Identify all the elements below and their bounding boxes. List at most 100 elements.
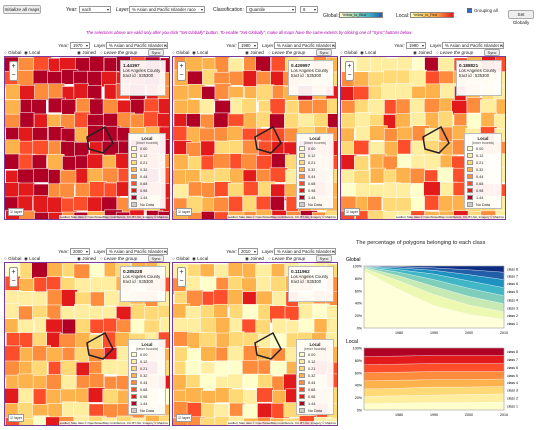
zoom-out-icon[interactable]: − bbox=[179, 278, 184, 285]
tract-polygon[interactable] bbox=[425, 83, 443, 101]
leave-group-radio[interactable]: ○ Leave the group bbox=[436, 50, 474, 55]
tract-polygon[interactable] bbox=[19, 111, 35, 129]
tract-polygon[interactable] bbox=[495, 98, 505, 115]
tract-polygon[interactable] bbox=[270, 57, 286, 72]
tract-polygon[interactable] bbox=[214, 83, 232, 100]
tract-polygon[interactable] bbox=[395, 197, 412, 212]
panel-layer-select[interactable]: % Asian and Pacific Islander race bbox=[106, 248, 168, 255]
tract-polygon[interactable] bbox=[5, 303, 20, 319]
tract-polygon[interactable] bbox=[227, 373, 243, 389]
tract-polygon[interactable] bbox=[228, 196, 245, 213]
zoom-in-icon[interactable]: + bbox=[179, 269, 184, 276]
tract-polygon[interactable] bbox=[311, 99, 328, 116]
zoom-out-icon[interactable]: − bbox=[11, 72, 16, 79]
tract-polygon[interactable] bbox=[269, 167, 288, 183]
tract-polygon[interactable] bbox=[130, 99, 146, 115]
tract-polygon[interactable] bbox=[173, 125, 190, 143]
tract-polygon[interactable] bbox=[102, 167, 119, 184]
leave-group-radio[interactable]: ○ Leave the group bbox=[268, 256, 306, 261]
tract-polygon[interactable] bbox=[242, 263, 258, 280]
grouping-all-checkbox[interactable] bbox=[467, 8, 472, 13]
panel-layer-select[interactable]: % Asian and Pacific Islander race bbox=[106, 42, 168, 49]
tract-polygon[interactable] bbox=[269, 98, 286, 116]
tract-polygon[interactable] bbox=[199, 99, 215, 114]
global-radio[interactable]: ○ Global bbox=[172, 50, 190, 55]
tract-polygon[interactable] bbox=[87, 85, 102, 101]
local-radio[interactable]: ◉ Local bbox=[360, 50, 377, 55]
tract-polygon[interactable] bbox=[19, 418, 34, 425]
layer-select[interactable]: % Asian and Pacific Islander race bbox=[129, 6, 205, 13]
tract-polygon[interactable] bbox=[187, 212, 203, 219]
zoom-in-icon[interactable]: + bbox=[347, 63, 352, 70]
tract-polygon[interactable] bbox=[200, 417, 219, 425]
layer-toggle[interactable]: ☑ layer bbox=[176, 208, 192, 216]
layer-toggle[interactable]: ☑ layer bbox=[8, 208, 24, 216]
tract-polygon[interactable] bbox=[453, 210, 469, 219]
tract-polygon[interactable] bbox=[396, 182, 411, 200]
panel-year-select[interactable]: 2010 bbox=[238, 248, 258, 255]
sync-button[interactable]: Sync bbox=[316, 49, 332, 56]
tract-polygon[interactable] bbox=[243, 373, 261, 389]
tract-polygon[interactable] bbox=[397, 57, 415, 72]
tract-polygon[interactable] bbox=[19, 140, 34, 156]
tract-polygon[interactable] bbox=[74, 304, 92, 320]
tract-polygon[interactable] bbox=[341, 127, 355, 143]
local-ramp-select[interactable]: Yellow_to_Red bbox=[410, 12, 454, 18]
tract-polygon[interactable] bbox=[242, 360, 260, 377]
tract-polygon[interactable] bbox=[32, 195, 49, 214]
tract-polygon[interactable] bbox=[45, 416, 63, 425]
tract-polygon[interactable] bbox=[381, 83, 398, 101]
local-radio[interactable]: ◉ Local bbox=[192, 50, 209, 55]
tract-polygon[interactable] bbox=[103, 290, 120, 307]
sync-button[interactable]: Sync bbox=[148, 49, 164, 56]
tract-polygon[interactable] bbox=[61, 99, 77, 115]
tract-polygon[interactable] bbox=[173, 317, 190, 334]
tract-polygon[interactable] bbox=[173, 331, 189, 347]
tract-polygon[interactable] bbox=[33, 388, 48, 407]
tract-polygon[interactable] bbox=[213, 303, 228, 319]
choropleth-map[interactable]: + − 0.188821 Los Angeles County tract id … bbox=[340, 56, 506, 220]
tract-polygon[interactable] bbox=[34, 83, 49, 101]
tract-polygon[interactable] bbox=[242, 404, 259, 421]
tract-polygon[interactable] bbox=[60, 360, 79, 377]
local-radio[interactable]: ◉ Local bbox=[24, 256, 41, 261]
tract-polygon[interactable] bbox=[186, 141, 202, 159]
tract-polygon[interactable] bbox=[369, 167, 387, 184]
joined-radio[interactable]: ◉ Joined bbox=[77, 50, 96, 55]
panel-year-select[interactable]: 1970 bbox=[70, 42, 90, 49]
tract-polygon[interactable] bbox=[355, 210, 371, 219]
tract-polygon[interactable] bbox=[367, 210, 386, 219]
zoom-in-icon[interactable]: + bbox=[11, 63, 16, 70]
tract-polygon[interactable] bbox=[213, 153, 232, 170]
tract-polygon[interactable] bbox=[480, 112, 497, 129]
tract-polygon[interactable] bbox=[17, 168, 35, 186]
global-radio[interactable]: ○ Global bbox=[4, 50, 22, 55]
tract-polygon[interactable] bbox=[355, 112, 372, 129]
tract-polygon[interactable] bbox=[59, 182, 75, 199]
tract-polygon[interactable] bbox=[89, 57, 105, 74]
tract-polygon[interactable] bbox=[424, 195, 440, 211]
tract-polygon[interactable] bbox=[395, 167, 412, 185]
tract-polygon[interactable] bbox=[214, 211, 229, 219]
leave-group-radio[interactable]: ○ Leave the group bbox=[100, 256, 138, 261]
tract-polygon[interactable] bbox=[423, 181, 441, 197]
zoom-in-icon[interactable]: + bbox=[179, 63, 184, 70]
tract-polygon[interactable] bbox=[159, 317, 169, 333]
panel-year-select[interactable]: 1990 bbox=[406, 42, 426, 49]
tract-polygon[interactable] bbox=[200, 346, 217, 362]
tract-polygon[interactable] bbox=[227, 360, 244, 376]
tract-polygon[interactable] bbox=[213, 112, 231, 130]
tract-polygon[interactable] bbox=[87, 387, 106, 403]
panel-year-select[interactable]: 2000 bbox=[70, 248, 90, 255]
tract-polygon[interactable] bbox=[215, 317, 232, 336]
tract-polygon[interactable] bbox=[258, 140, 274, 158]
tract-polygon[interactable] bbox=[227, 289, 244, 307]
global-ramp-select[interactable]: Yellow_to_Blue bbox=[339, 12, 383, 18]
tract-polygon[interactable] bbox=[242, 291, 258, 307]
classification-select[interactable]: Quantile bbox=[246, 6, 296, 13]
tract-polygon[interactable] bbox=[46, 347, 65, 363]
tract-polygon[interactable] bbox=[383, 211, 401, 219]
joined-radio[interactable]: ◉ Joined bbox=[413, 50, 432, 55]
tract-polygon[interactable] bbox=[270, 360, 289, 376]
zoom-out-icon[interactable]: − bbox=[11, 278, 16, 285]
